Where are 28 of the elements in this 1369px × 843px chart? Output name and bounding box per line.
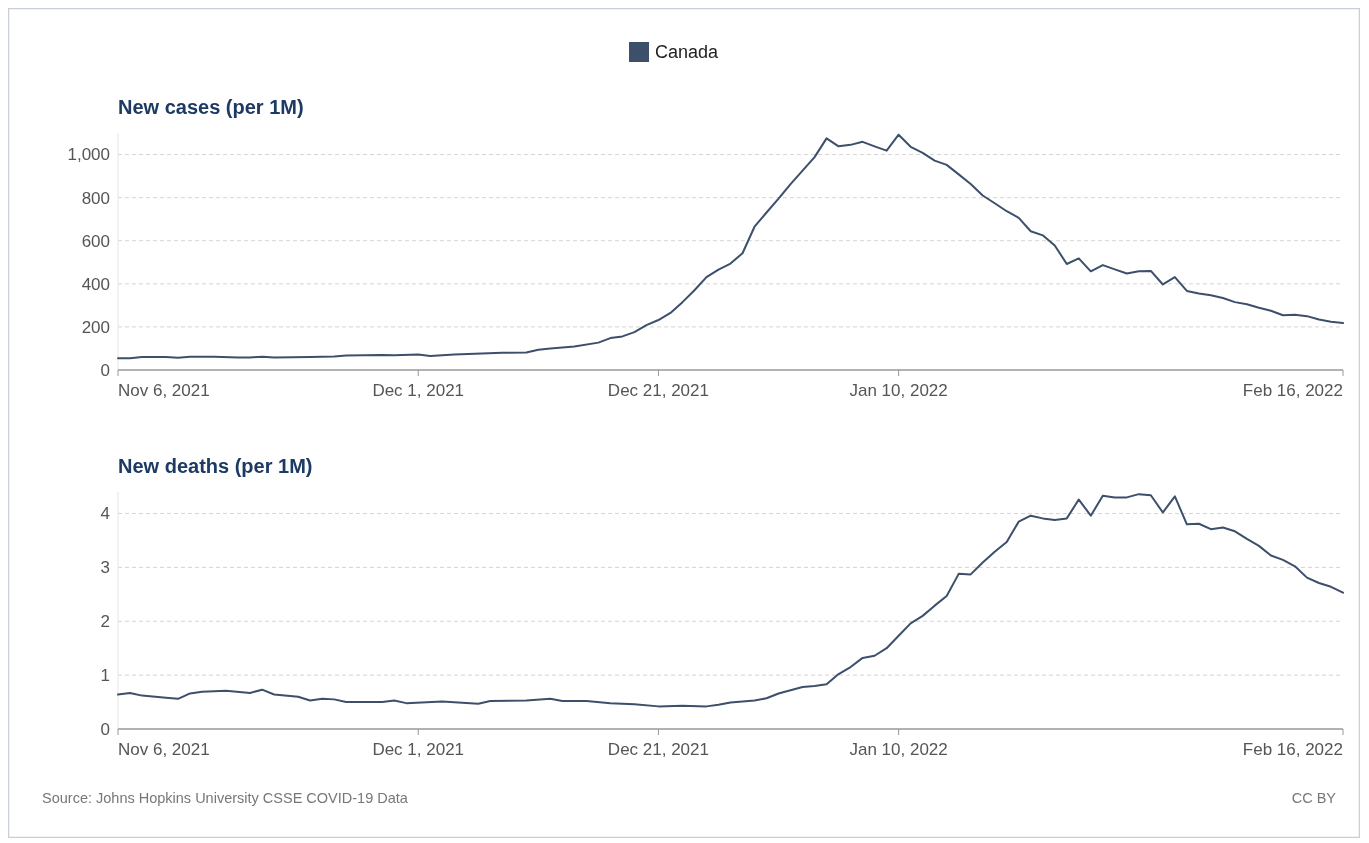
y-tick-label: 200: [81, 317, 110, 337]
legend-label: Canada: [655, 42, 720, 63]
text: CC BY: [1291, 790, 1337, 806]
x-tick-label: Jan 10, 2022: [849, 740, 948, 759]
x-tick-label: Dec 1, 2021: [372, 740, 465, 759]
y-tick-label: 3: [100, 558, 110, 578]
source-note: Source: Johns Hopkins University CSSE COVID-19 Data: [42, 790, 409, 806]
x-tick-label: Feb 16, 2022: [1242, 381, 1343, 400]
x-tick-label: Nov 6, 2021: [118, 381, 210, 400]
y-tick-label: 1,000: [67, 145, 110, 165]
y-tick-label: 4: [100, 504, 110, 524]
x-tick-label: Jan 10, 2022: [849, 381, 948, 400]
x-tick-label: Dec 21, 2021: [607, 740, 710, 759]
x-tick-label: Dec 21, 2021: [607, 381, 710, 400]
line-series: [117, 493, 1344, 708]
line-series: [117, 133, 1344, 360]
y-tick-label: 0: [100, 360, 110, 380]
x-tick-label: Dec 1, 2021: [372, 381, 465, 400]
chart-title: New deaths (per 1M): [118, 455, 313, 477]
y-tick-label: 0: [100, 719, 110, 739]
y-tick-label: 1: [100, 666, 110, 686]
y-tick-label: 400: [81, 274, 110, 294]
y-tick-label: 800: [81, 188, 110, 208]
chart-title: New cases (per 1M): [118, 96, 304, 118]
y-tick-label: 2: [100, 612, 110, 632]
y-tick-label: 600: [81, 231, 110, 251]
x-tick-label: Nov 6, 2021: [118, 740, 210, 759]
x-tick-label: Feb 16, 2022: [1242, 740, 1343, 759]
